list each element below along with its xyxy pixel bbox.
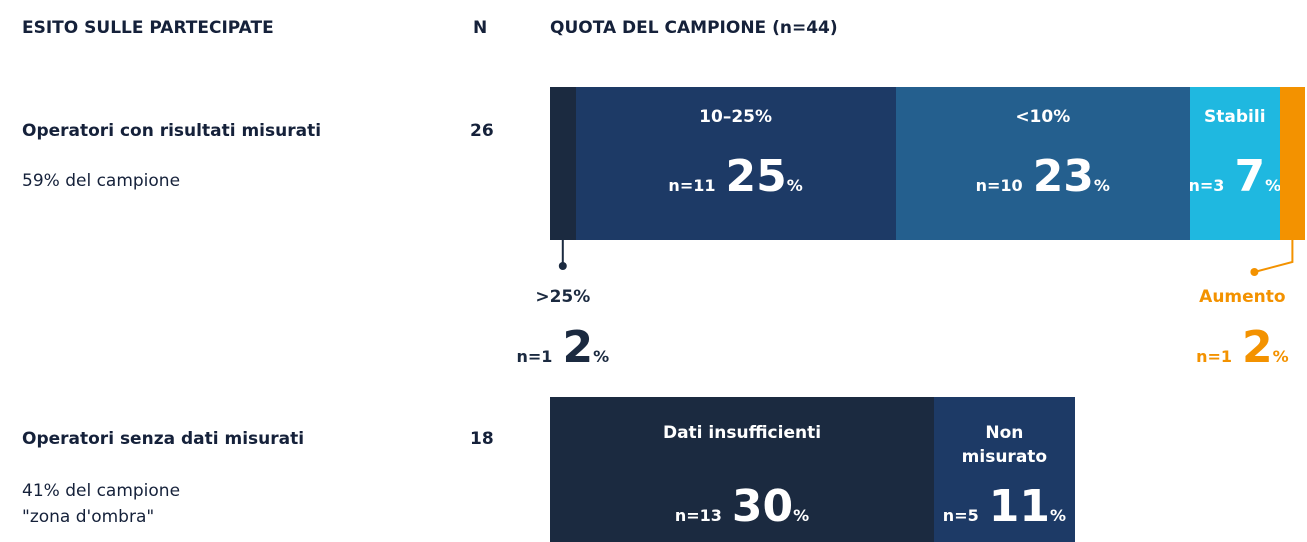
count-label: n=1 [516, 347, 553, 366]
segment-name: >25% [535, 287, 591, 307]
value-label: 2 [562, 322, 594, 373]
unit: % [786, 176, 803, 195]
unit: % [1049, 506, 1066, 525]
header: N [473, 18, 488, 38]
bar-segment: Dati insufficienti n=13 30% [550, 397, 934, 542]
value-label: 25 [725, 151, 787, 202]
segment-name: 10–25% [699, 107, 773, 127]
count-label: n=11 [668, 176, 716, 195]
value-line: n=3 7% [1190, 151, 1280, 202]
count-label: n=13 [674, 506, 722, 525]
header: ESITO SULLE PARTECIPATE [22, 18, 274, 38]
bar-segment [1279, 87, 1306, 240]
unit: % [1093, 176, 1110, 195]
value-line: n=5 11% [934, 481, 1075, 532]
segment-name: Non misurato [961, 423, 1048, 467]
value-label: 7 [1234, 151, 1266, 202]
count-label: n=1 [1196, 347, 1233, 366]
value-label: 11 [988, 481, 1050, 532]
count-label: n=5 [942, 506, 979, 525]
value-line: n=13 30% [550, 481, 934, 532]
segment-name: Aumento [1199, 287, 1286, 307]
bar-segment [550, 87, 576, 240]
bar-segment: Stabili n=3 7% [1190, 87, 1280, 240]
row-note: 59% del campione [22, 171, 181, 191]
row-note: "zona d'ombra" [22, 507, 155, 527]
unit: % [593, 347, 610, 366]
segment-name: <10% [1015, 107, 1071, 127]
value-label: 30 [731, 481, 794, 532]
segment-name: Stabili [1204, 107, 1266, 127]
row-note: 41% del campione [22, 481, 181, 501]
leader-line [1254, 240, 1294, 273]
count-label: n=3 [1190, 176, 1225, 195]
row-label: Operatori con risultati misurati [22, 121, 322, 141]
value-line: n=1 2% [1142, 322, 1307, 373]
value-line: n=11 25% [576, 151, 896, 202]
bar-segment: <10% n=10 23% [895, 87, 1190, 240]
bar-segment: 10–25% n=11 25% [575, 87, 896, 240]
row-n: 18 [470, 429, 494, 449]
segment-name: Dati insufficienti [662, 423, 822, 443]
value-label: 2 [1242, 322, 1273, 373]
unit: % [1272, 347, 1289, 366]
unit: % [793, 506, 810, 525]
leader-dot [558, 262, 567, 270]
value-line: n=10 23% [896, 151, 1190, 202]
bar-segment: Non misurato n=5 11% [934, 397, 1075, 542]
value-line: n=1 2% [463, 322, 663, 373]
row-label: Operatori senza dati misurati [22, 429, 305, 449]
unit: % [1265, 176, 1280, 195]
row-n: 26 [470, 121, 494, 141]
value-label: 23 [1032, 151, 1094, 202]
leader-dot [1250, 268, 1259, 276]
count-label: n=10 [975, 176, 1023, 195]
header: QUOTA DEL CAMPIONE (n=44) [550, 18, 838, 38]
